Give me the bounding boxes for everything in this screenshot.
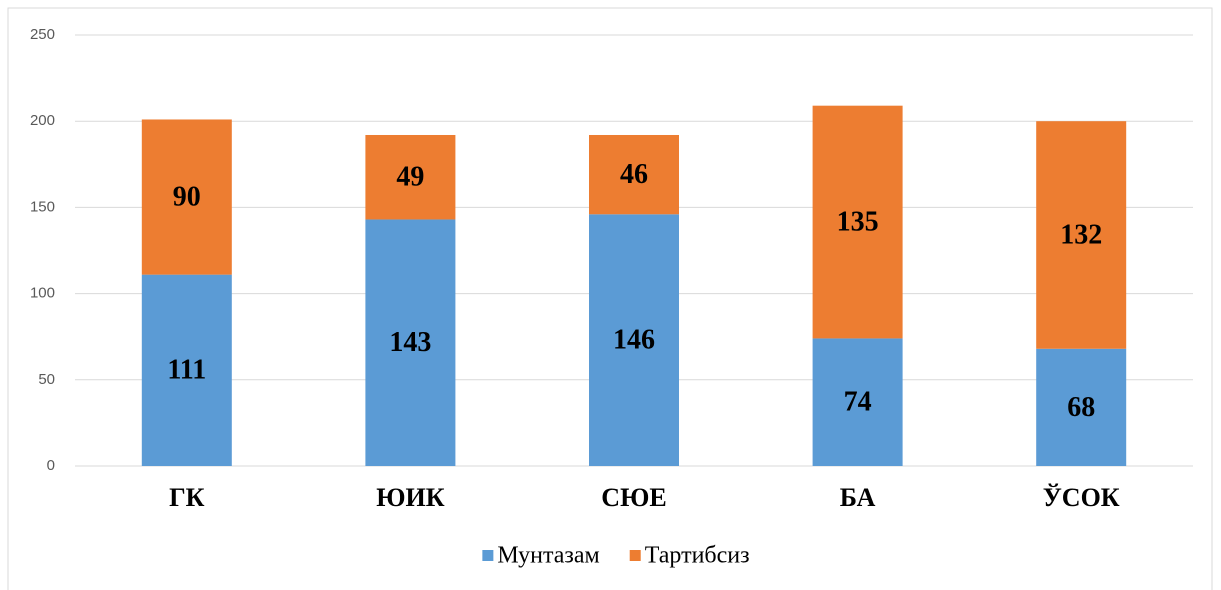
legend-swatch [482, 550, 494, 561]
data-label: 135 [837, 206, 879, 237]
y-tick-label: 100 [30, 285, 55, 302]
bar-segment [1036, 121, 1127, 349]
data-label: 111 [167, 355, 206, 386]
bar-segment [812, 105, 903, 339]
legend-label: Тартибсиз [645, 543, 750, 569]
x-tick-label: ЮИК [376, 483, 444, 512]
bar-segment [812, 338, 903, 466]
data-label: 90 [173, 181, 201, 212]
x-tick-label: ЎСОК [1043, 483, 1120, 512]
data-label: 74 [844, 387, 872, 418]
bar-segment [141, 274, 232, 466]
x-tick-label: БА [840, 483, 876, 512]
legend-swatch [629, 550, 641, 561]
y-tick-label: 50 [38, 371, 55, 388]
y-tick-label: 200 [30, 112, 55, 129]
y-tick-label: 150 [30, 198, 55, 215]
bar-segment [365, 219, 456, 466]
data-label: 132 [1060, 219, 1102, 250]
bar-segment [1036, 348, 1127, 466]
data-label: 143 [389, 327, 431, 358]
bar-segment [365, 134, 456, 220]
bar-segment [141, 119, 232, 275]
data-label: 49 [396, 162, 424, 193]
bar-segment [589, 214, 679, 466]
y-tick-label: 0 [47, 457, 55, 474]
x-tick-label: СЮЕ [601, 483, 666, 512]
data-label: 46 [620, 159, 648, 190]
data-label: 68 [1067, 392, 1095, 423]
data-label: 146 [613, 325, 655, 356]
x-tick-label: ГК [169, 483, 205, 512]
y-tick-label: 250 [30, 26, 55, 43]
legend-label: Мунтазам [497, 543, 599, 569]
bar-segment [589, 134, 679, 215]
